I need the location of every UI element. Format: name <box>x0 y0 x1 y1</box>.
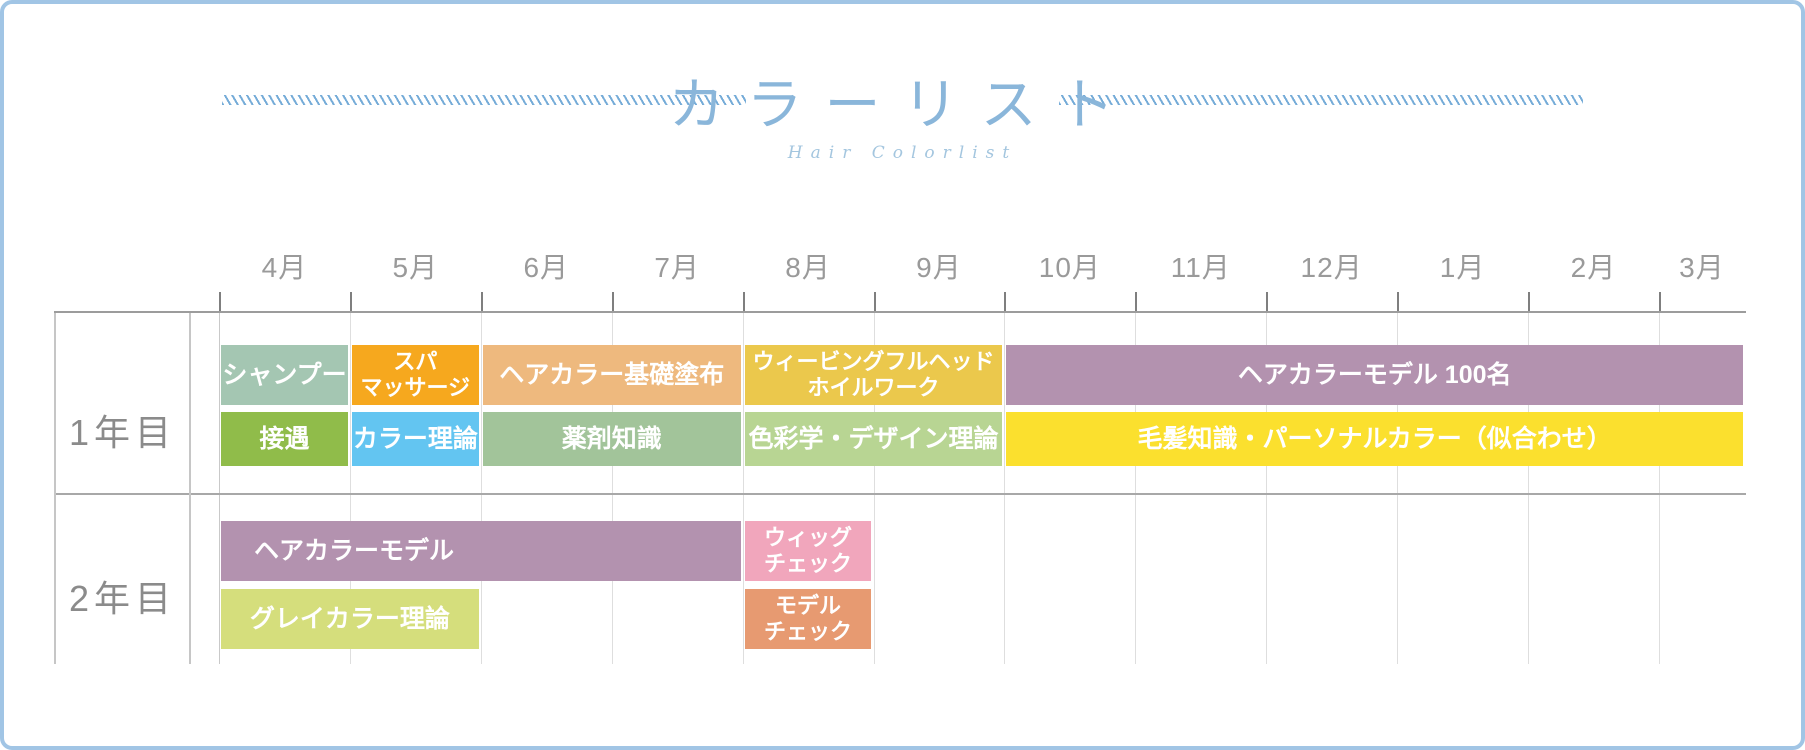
page-subtitle: Hair Colorlist <box>787 143 1018 163</box>
month-label: 6月 <box>523 252 570 283</box>
month-gridline <box>1135 313 1137 664</box>
gantt-bar: ヘアカラーモデル <box>221 521 741 581</box>
month-label: 8月 <box>785 252 831 283</box>
gantt-bar-label: シャンプー <box>222 360 347 389</box>
gantt-bar: 薬剤知識 <box>482 412 741 466</box>
gantt-bar-label: 毛髪知識・パーソナルカラー（似合わせ） <box>1137 424 1612 453</box>
month-gridline <box>1528 313 1529 664</box>
month-tick <box>1004 292 1007 313</box>
gantt-bar: ウィッグ チェック <box>744 521 872 581</box>
gantt-bar: スパ マッサージ <box>351 345 479 405</box>
gantt-bar-label: グレイカラー理論 <box>249 604 450 633</box>
month-tick <box>1658 292 1661 313</box>
title-hatch-rule-right <box>1059 95 1583 105</box>
row-label-year1: 1年目 <box>68 412 177 453</box>
month-tick <box>873 292 876 313</box>
month-gridline <box>1266 313 1268 664</box>
gantt-bar-label: ヘアカラーモデル <box>254 536 455 565</box>
month-label: 4月 <box>261 252 308 283</box>
gantt-bar: カラー理論 <box>351 412 479 466</box>
month-label: 12月 <box>1300 252 1363 283</box>
month-label: 5月 <box>392 252 439 283</box>
gantt-bar-label: ホイルワーク <box>807 375 940 400</box>
month-label: 1月 <box>1439 252 1486 283</box>
row-label-year2: 2年目 <box>68 578 177 619</box>
gantt-bar: 接遇 <box>221 412 348 466</box>
month-gridline <box>1397 313 1399 664</box>
gantt-bar: 毛髪知識・パーソナルカラー（似合わせ） <box>1006 412 1743 466</box>
gantt-bar: シャンプー <box>221 345 348 405</box>
gantt-bar-label: カラー理論 <box>352 424 478 453</box>
row-separator-line <box>54 493 1746 495</box>
gantt-bar: ウィービングフルヘッド ホイルワーク <box>744 345 1003 405</box>
page-title: カラーリスト <box>668 73 1137 136</box>
month-label: 11月 <box>1170 252 1231 283</box>
month-gridline <box>480 313 482 664</box>
gantt-bar-label: ヘアカラー基礎塗布 <box>499 360 725 389</box>
month-tick <box>1397 292 1400 313</box>
gantt-bar-label: 薬剤知識 <box>561 424 662 453</box>
month-tick <box>1266 292 1269 313</box>
month-label: 3月 <box>1679 252 1725 283</box>
title-hatch-rule-left <box>222 95 746 105</box>
gantt-bar: ヘアカラーモデル 100名 <box>1006 345 1743 405</box>
month-label: 7月 <box>654 252 700 283</box>
month-gridline <box>611 313 613 664</box>
month-gridline <box>1004 313 1006 664</box>
month-label: 10月 <box>1038 252 1101 283</box>
gantt-bar-label: ウィッグ <box>764 525 853 550</box>
gantt-bar-label: 色彩学・デザイン理論 <box>748 424 999 453</box>
gantt-bar-label: 接遇 <box>259 424 310 453</box>
gantt-bar: 色彩学・デザイン理論 <box>744 412 1003 466</box>
month-label: 9月 <box>916 252 962 283</box>
month-tick <box>1135 292 1138 313</box>
month-tick <box>219 292 221 313</box>
month-gridline <box>873 313 875 664</box>
month-tick <box>349 292 352 313</box>
gantt-bar-label: スパ <box>393 349 438 374</box>
month-tick <box>611 292 614 313</box>
gantt-bar-label: マッサージ <box>360 375 471 400</box>
month-label: 2月 <box>1570 252 1617 283</box>
gantt-bar: グレイカラー理論 <box>221 589 479 649</box>
month-tick <box>480 292 483 313</box>
month-gridline <box>349 313 351 664</box>
table-top-line <box>54 311 1746 313</box>
gantt-bar-label: ヘアカラーモデル 100名 <box>1237 360 1512 389</box>
month-gridline <box>1658 313 1660 664</box>
gantt-bar-label: チェック <box>764 551 853 576</box>
gantt-bar: モデル チェック <box>744 589 872 649</box>
gantt-bar-label: チェック <box>764 619 853 644</box>
month-tick <box>742 292 745 313</box>
month-gridline <box>742 313 744 664</box>
gantt-bar: ヘアカラー基礎塗布 <box>482 345 741 405</box>
gantt-bar-label: ウィービングフルヘッド <box>752 349 995 374</box>
gantt-bar-label: モデル <box>775 593 842 618</box>
table-left-line <box>54 313 56 664</box>
month-tick <box>1528 292 1530 313</box>
month-gridline <box>219 313 220 664</box>
label-column-line <box>189 313 191 664</box>
